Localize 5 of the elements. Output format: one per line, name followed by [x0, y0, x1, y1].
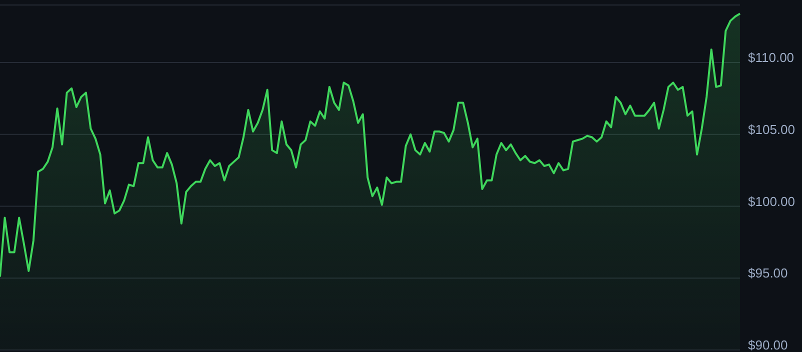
y-tick-label: $95.00 — [748, 266, 788, 281]
y-tick-label: $110.00 — [748, 50, 794, 66]
y-tick-label: $90.00 — [748, 338, 788, 352]
y-tick-label: $100.00 — [748, 194, 795, 209]
y-tick-label: $105.00 — [748, 122, 795, 137]
